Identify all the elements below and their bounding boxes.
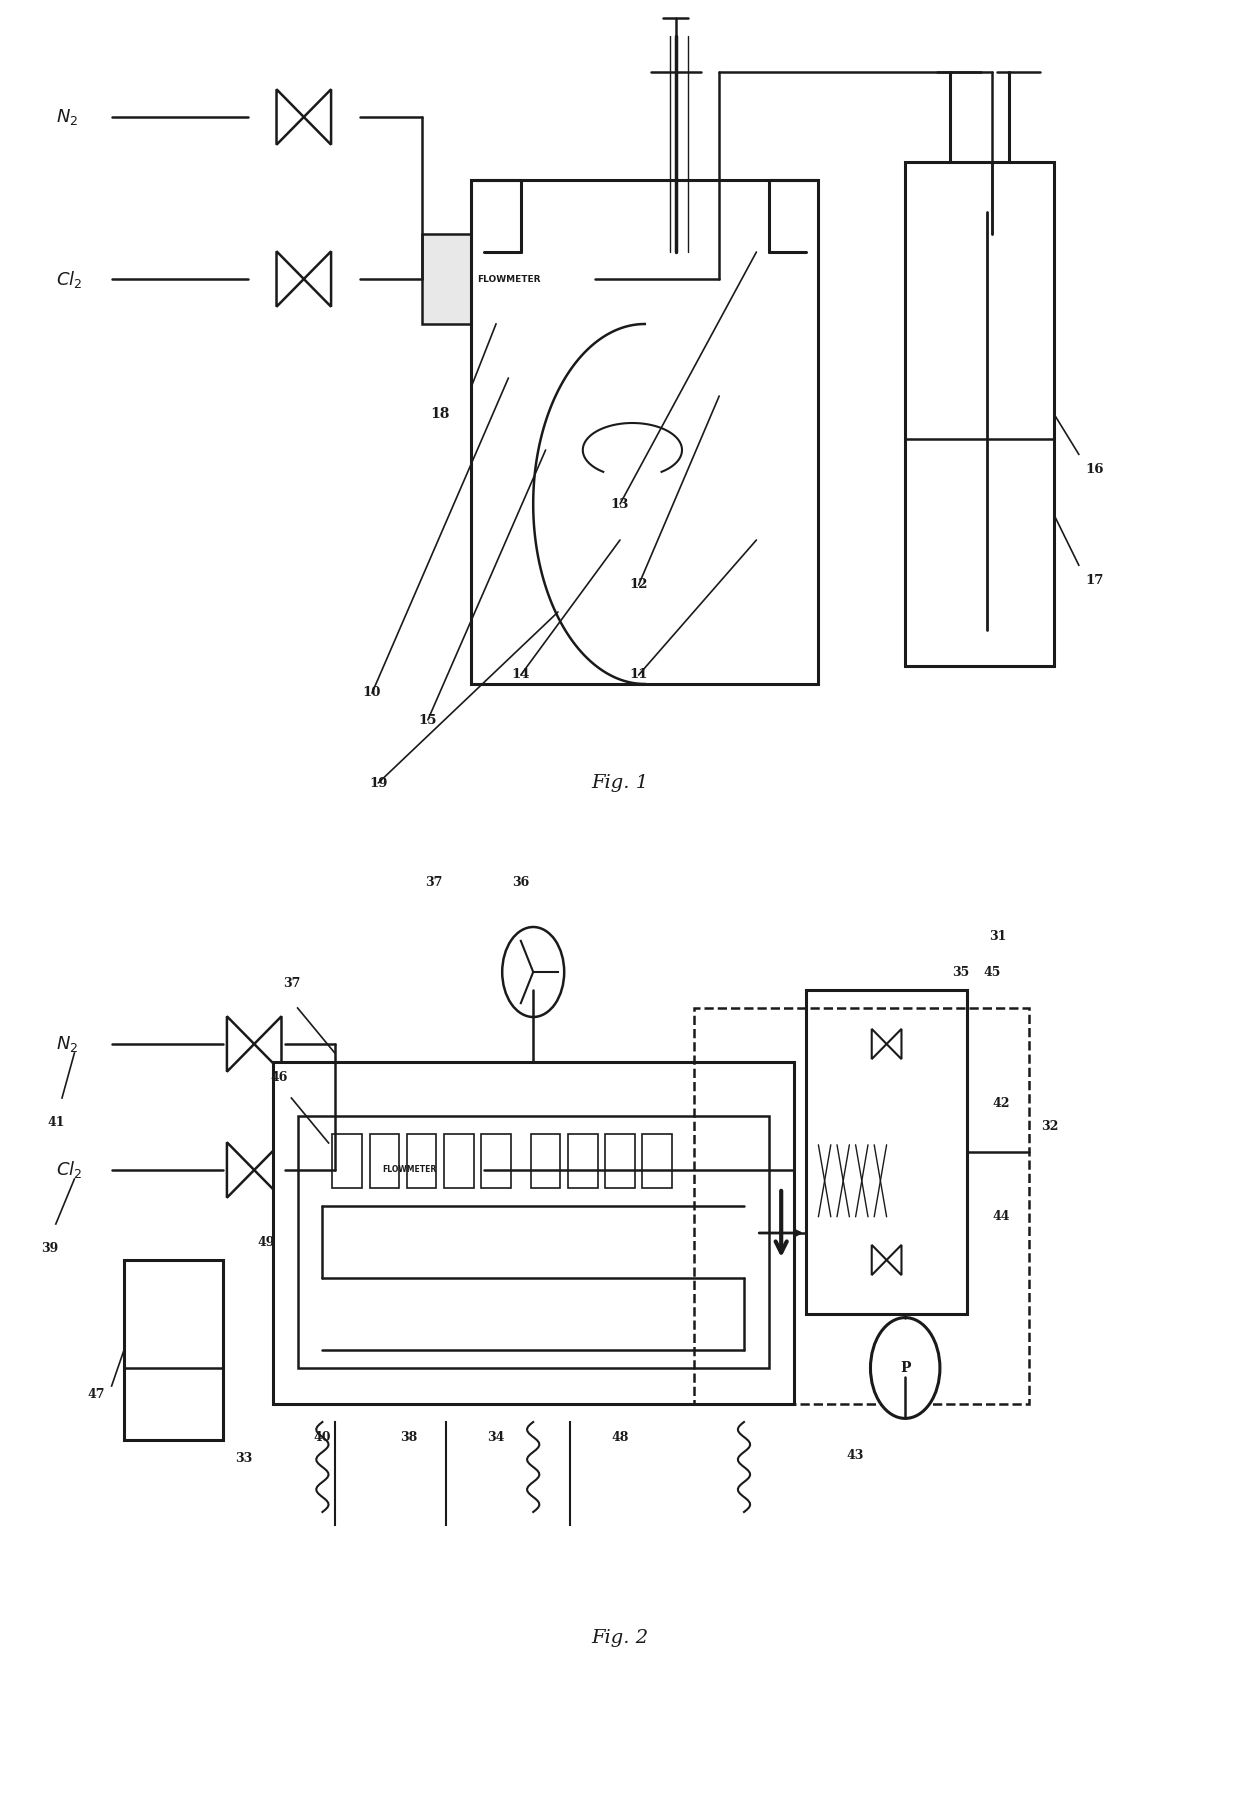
Text: 14: 14 (512, 668, 529, 682)
Text: 49: 49 (258, 1235, 275, 1249)
Text: $N_2$: $N_2$ (56, 1033, 78, 1055)
Text: 43: 43 (847, 1449, 864, 1462)
Text: 38: 38 (401, 1431, 418, 1444)
Bar (694, 1008, 1029, 1404)
Text: 15: 15 (419, 713, 436, 727)
Text: FLOWMETER: FLOWMETER (476, 274, 541, 283)
Bar (332, 1134, 362, 1188)
Text: 35: 35 (952, 965, 970, 979)
Text: $N_2$: $N_2$ (56, 106, 78, 128)
Text: $Cl_2$: $Cl_2$ (56, 268, 82, 290)
Text: 19: 19 (370, 776, 387, 790)
Circle shape (502, 927, 564, 1017)
Text: 32: 32 (1042, 1120, 1059, 1134)
Bar (370, 1134, 399, 1188)
Text: 16: 16 (1085, 463, 1104, 475)
Text: 11: 11 (630, 668, 647, 682)
Text: 42: 42 (992, 1096, 1009, 1111)
Text: 44: 44 (992, 1210, 1009, 1224)
Text: 31: 31 (990, 929, 1007, 943)
Bar (298, 1116, 769, 1368)
Bar (335, 1125, 484, 1215)
Bar (806, 990, 967, 1314)
Text: FLOWMETER: FLOWMETER (382, 1166, 436, 1175)
Text: 10: 10 (363, 686, 381, 700)
Text: 40: 40 (314, 1431, 331, 1444)
Bar (481, 1134, 511, 1188)
Text: $Cl_2$: $Cl_2$ (56, 1159, 82, 1181)
Text: 17: 17 (1085, 574, 1104, 587)
Bar (273, 1062, 794, 1404)
Bar (407, 1134, 436, 1188)
Text: Fig. 2: Fig. 2 (591, 1629, 649, 1647)
Text: Fig. 1: Fig. 1 (591, 774, 649, 792)
Text: 37: 37 (425, 875, 443, 889)
Text: P: P (900, 1361, 910, 1375)
Text: 12: 12 (630, 578, 647, 592)
Text: 13: 13 (611, 497, 629, 511)
Bar (642, 1134, 672, 1188)
Text: 47: 47 (88, 1388, 105, 1402)
Text: 18: 18 (430, 407, 450, 421)
Text: 36: 36 (512, 875, 529, 889)
Bar (905, 162, 1054, 666)
Bar (422, 234, 595, 324)
Text: 45: 45 (983, 965, 1001, 979)
Text: 39: 39 (41, 1242, 58, 1255)
Text: 46: 46 (270, 1071, 288, 1084)
Bar (605, 1134, 635, 1188)
Text: 48: 48 (611, 1431, 629, 1444)
Text: 41: 41 (47, 1116, 64, 1129)
Bar (471, 180, 818, 684)
Text: 37: 37 (283, 977, 300, 990)
Bar (444, 1134, 474, 1188)
Text: 33: 33 (236, 1451, 253, 1465)
Bar (531, 1134, 560, 1188)
Text: 34: 34 (487, 1431, 505, 1444)
Circle shape (870, 1318, 940, 1418)
Bar (568, 1134, 598, 1188)
Bar (124, 1260, 223, 1440)
